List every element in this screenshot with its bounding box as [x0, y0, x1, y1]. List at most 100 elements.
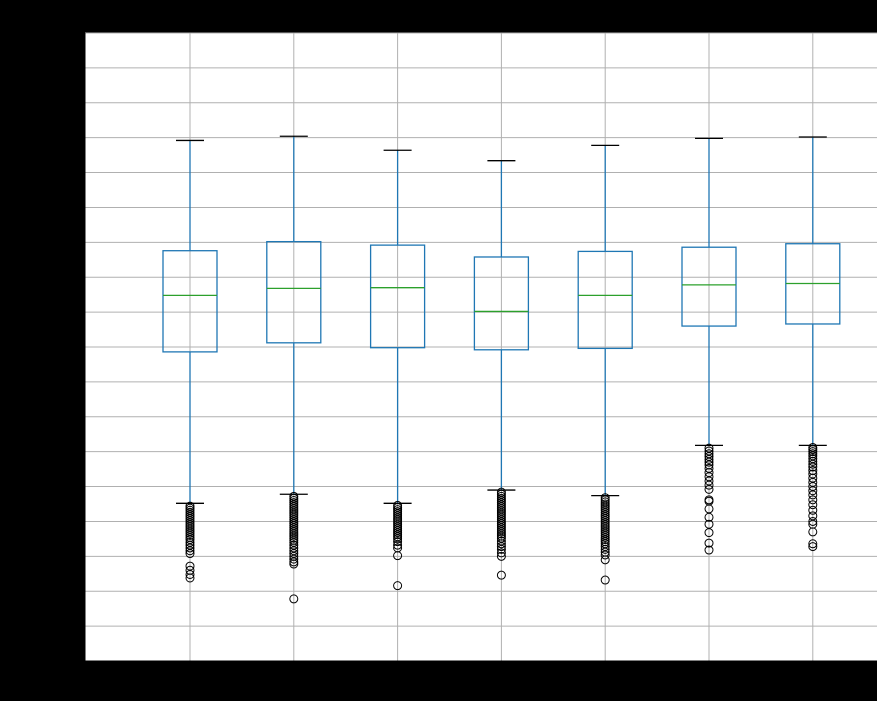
- y-tick-label: 290: [44, 303, 77, 322]
- outlier-point: [289, 533, 299, 543]
- outlier-point: [496, 551, 506, 561]
- outlier-point: [808, 486, 818, 496]
- outlier-point: [808, 505, 818, 515]
- outlier-point: [289, 531, 299, 541]
- outlier-point: [185, 569, 195, 579]
- box-merra-2: [577, 144, 633, 585]
- y-tick-label: 250: [44, 582, 77, 601]
- x-tick-label-name: ERA-5: [371, 668, 424, 687]
- outlier-point: [600, 575, 610, 585]
- outlier-point: [393, 534, 403, 544]
- outlier-point: [496, 527, 506, 537]
- y-tick-label: 305: [44, 198, 77, 217]
- outlier-point: [185, 549, 195, 559]
- y-tick-label: 255: [44, 547, 77, 566]
- x-tick-label-count: (6103): [783, 686, 842, 701]
- outlier-point: [704, 480, 714, 490]
- chart-title: Stat Type: Hits Region: SAHARA Years: 20…: [154, 10, 806, 30]
- x-tick-label-count: (6266): [679, 686, 738, 701]
- iqr-box: [266, 240, 322, 344]
- grid-lines: [85, 32, 877, 662]
- y-tick-label: 310: [44, 164, 77, 183]
- outlier-point: [808, 539, 818, 549]
- x-tick-label-name: RAOB: [165, 668, 216, 687]
- outlier-point: [808, 490, 818, 500]
- outlier-point: [808, 445, 818, 455]
- outlier-point: [496, 548, 506, 558]
- y-tick-label: 285: [44, 338, 77, 357]
- outlier-point: [808, 447, 818, 457]
- outlier-point: [808, 459, 818, 469]
- x-tick-label-count: (17534): [155, 686, 225, 701]
- box-series: [162, 135, 841, 604]
- y-tick-label: 275: [44, 408, 77, 427]
- outlier-point: [393, 528, 403, 538]
- outlier-point: [704, 512, 714, 522]
- box-era-i: [266, 135, 322, 604]
- outlier-point: [289, 557, 299, 567]
- iqr-box: [577, 250, 633, 350]
- axes: [80, 32, 877, 666]
- y-tick-label: 315: [44, 129, 77, 148]
- x-tick-label-count: (13523): [570, 686, 640, 701]
- outlier-point: [704, 538, 714, 548]
- outlier-point: [393, 537, 403, 547]
- x-tick-label-name: AIRS+AMSU: [759, 668, 867, 687]
- outlier-point: [289, 559, 299, 569]
- outlier-point: [496, 570, 506, 580]
- outlier-point: [393, 581, 403, 591]
- outlier-point: [600, 550, 610, 560]
- y-axis-label: WML Avg Temperature(K): [12, 217, 33, 477]
- y-tick-labels: 240 245 250 255 260 265 270 275 280 285 290 295 300 3…: [44, 24, 77, 671]
- box-jra-55: [473, 160, 530, 580]
- outlier-point: [393, 530, 403, 540]
- y-tick-label: 320: [44, 94, 77, 113]
- x-tick-label-count: (13800): [259, 686, 329, 701]
- outlier-point: [185, 546, 195, 556]
- outlier-point: [600, 555, 610, 565]
- outlier-point: [808, 527, 818, 537]
- y-tick-label: 295: [44, 268, 77, 287]
- box-airs-amsu: [785, 136, 841, 552]
- y-tick-label: 260: [44, 512, 77, 531]
- outlier-point: [704, 457, 714, 467]
- outlier-point: [393, 551, 403, 561]
- outlier-point: [808, 516, 818, 526]
- y-tick-label: 265: [44, 478, 77, 497]
- outlier-point: [704, 454, 714, 464]
- iqr-box: [681, 246, 737, 327]
- y-tick-label: 325: [44, 59, 77, 78]
- outlier-point: [808, 495, 818, 505]
- outlier-point: [704, 528, 714, 538]
- x-tick-label-name: MERRA-2: [564, 668, 646, 687]
- outlier-point: [496, 529, 506, 539]
- outlier-point: [600, 535, 610, 545]
- outlier-point: [808, 456, 818, 466]
- x-tick-labels: RAOB(17534) ERA-I(13800) ERA-5(9804) JRA-55…: [155, 668, 867, 701]
- outlier-point: [185, 573, 195, 583]
- outlier-point: [289, 554, 299, 564]
- x-tick-label-count: (11141): [466, 686, 536, 701]
- outlier-point: [496, 539, 506, 549]
- outlier-point: [289, 594, 299, 604]
- outlier-point: [704, 484, 714, 494]
- y-tick-label: 300: [44, 233, 77, 252]
- box-raob: [162, 139, 218, 583]
- x-tick-label-count: (9804): [368, 686, 427, 701]
- x-tick-label-name: ERA-I: [270, 668, 318, 687]
- y-tick-label: 270: [44, 443, 77, 462]
- outlier-point: [393, 540, 403, 550]
- y-tick-label: 245: [44, 617, 77, 636]
- y-tick-label: 240: [44, 652, 77, 671]
- outlier-point: [496, 542, 506, 552]
- outlier-point: [808, 500, 818, 510]
- outlier-point: [808, 542, 818, 552]
- y-tick-label: 280: [44, 373, 77, 392]
- outlier-point: [496, 544, 506, 554]
- iqr-box: [369, 244, 426, 349]
- x-tick-label-name: JRA-55: [471, 668, 532, 687]
- iqr-box: [473, 256, 530, 351]
- outlier-point: [600, 544, 610, 554]
- box-airs: [681, 137, 737, 555]
